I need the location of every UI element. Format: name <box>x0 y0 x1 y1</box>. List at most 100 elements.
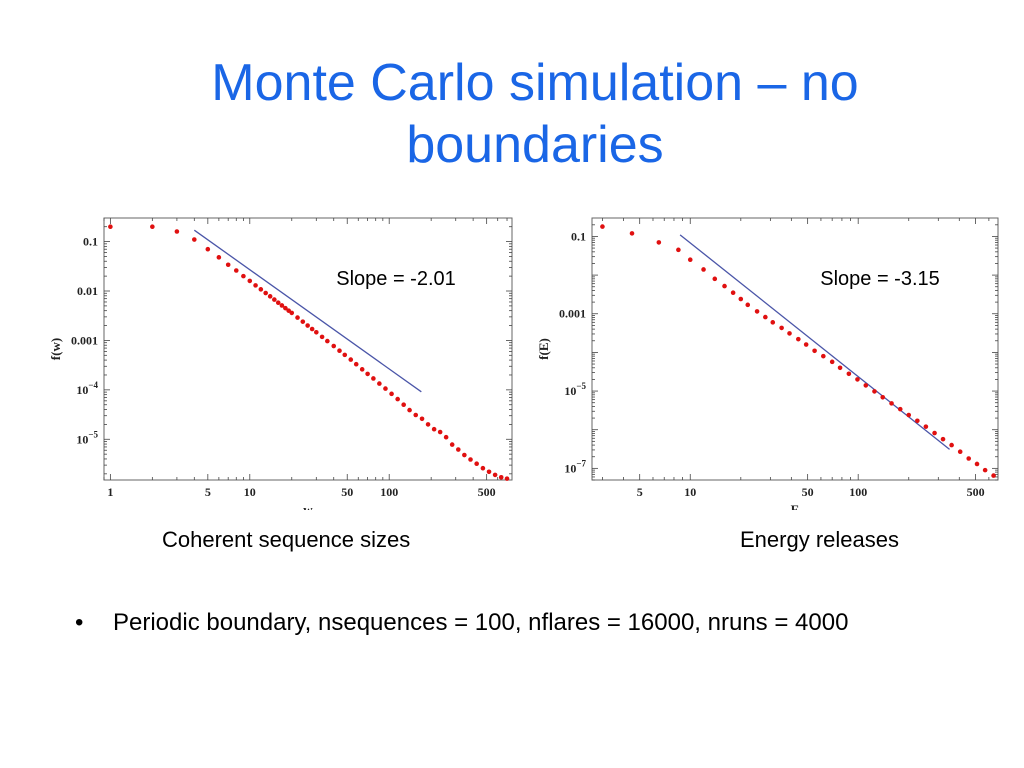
data-point <box>468 457 473 462</box>
chart-energy-releases: 5 10 50 100 500 0.1 0.001 10−5 10−7 Ef(E) Slope = … <box>536 217 999 510</box>
x-tick-label: 100 <box>849 485 867 499</box>
data-point <box>966 456 971 461</box>
data-point <box>763 314 768 320</box>
data-point <box>474 461 479 467</box>
data-point <box>923 424 929 429</box>
data-point <box>974 461 980 467</box>
data-point <box>455 447 461 452</box>
data-point <box>353 361 359 367</box>
data-point <box>225 262 231 268</box>
data-point <box>779 325 784 331</box>
x-tick-label: 500 <box>478 485 496 499</box>
data-point <box>279 303 285 308</box>
fit-line <box>679 234 950 450</box>
y-tick-label: 10−7 <box>564 458 586 475</box>
data-point <box>407 407 412 413</box>
data-point <box>305 323 310 328</box>
x-tick-label: 10 <box>684 485 696 499</box>
data-point <box>174 229 180 234</box>
data-point <box>863 383 869 388</box>
data-point <box>846 371 852 377</box>
data-point <box>443 434 449 440</box>
data-point <box>745 302 751 308</box>
data-point <box>656 240 662 245</box>
y-tick-label: 0.1 <box>571 229 586 243</box>
data-point <box>449 442 455 447</box>
bullet-marker: • <box>75 609 84 636</box>
data-point <box>216 255 222 260</box>
data-point <box>915 418 920 424</box>
x-axis-label: w <box>303 502 313 510</box>
data-point <box>267 294 273 299</box>
data-point <box>906 412 912 418</box>
data-point <box>377 381 382 386</box>
y-tick-label: 10−5 <box>76 429 98 446</box>
data-point <box>486 469 492 475</box>
data-point <box>872 389 877 394</box>
slope-annotation: Slope = -3.15 <box>820 268 940 290</box>
data-point <box>837 365 843 371</box>
x-tick-label: 50 <box>341 485 353 499</box>
data-point <box>498 475 504 480</box>
data-point <box>192 237 197 242</box>
data-point <box>205 246 211 252</box>
data-point <box>395 396 400 402</box>
data-point <box>247 278 253 284</box>
data-point <box>425 422 431 427</box>
data-point <box>855 377 860 382</box>
y-tick-label: 0.01 <box>77 284 98 298</box>
y-axis-label: f(E) <box>536 338 551 360</box>
data-point <box>492 472 498 478</box>
data-point <box>991 473 996 478</box>
data-point <box>829 359 835 365</box>
data-point <box>348 357 354 362</box>
data-point <box>940 436 946 442</box>
data-point <box>419 416 425 422</box>
data-point <box>462 452 467 458</box>
x-tick-label: 10 <box>244 485 256 499</box>
y-axis-label: f(w) <box>48 338 63 360</box>
x-axis-label: E <box>791 502 800 510</box>
x-tick-label: 5 <box>637 485 643 499</box>
data-point <box>821 353 826 359</box>
data-point <box>932 430 937 436</box>
data-point <box>108 224 113 230</box>
x-tick-label: 50 <box>802 485 814 499</box>
data-point <box>283 305 288 311</box>
data-point <box>957 449 963 454</box>
data-point <box>272 297 277 302</box>
y-tick-label: 0.001 <box>559 307 586 321</box>
y-tick-label: 0.001 <box>71 333 98 347</box>
data-point <box>712 276 718 282</box>
x-tick-label: 5 <box>205 485 211 499</box>
slide-title: Monte Carlo simulation – no boundaries <box>211 54 859 174</box>
data-point <box>701 267 706 272</box>
data-point <box>796 336 801 342</box>
data-point <box>803 342 809 347</box>
data-point <box>629 231 635 236</box>
data-point <box>319 334 325 340</box>
data-point <box>812 348 817 354</box>
data-point <box>342 352 348 358</box>
data-point <box>331 343 337 349</box>
data-point <box>431 426 437 432</box>
data-point <box>275 300 281 305</box>
slope-annotation: Slope = -2.01 <box>336 268 456 290</box>
data-point <box>309 326 315 332</box>
data-point <box>289 310 295 316</box>
data-point <box>982 467 988 473</box>
data-point <box>504 476 510 481</box>
bullet-text: Periodic boundary, nsequences = 100, nfl… <box>113 609 849 636</box>
data-point <box>722 283 727 289</box>
caption-energy-releases: Energy releases <box>740 527 899 552</box>
data-point <box>437 429 443 435</box>
data-point <box>897 406 903 412</box>
data-point <box>880 394 886 400</box>
data-point <box>233 268 239 273</box>
data-point <box>738 296 744 302</box>
data-point <box>889 401 894 406</box>
x-tick-label: 1 <box>107 485 113 499</box>
data-point <box>383 386 388 391</box>
data-point <box>480 465 486 471</box>
data-point <box>371 376 376 381</box>
